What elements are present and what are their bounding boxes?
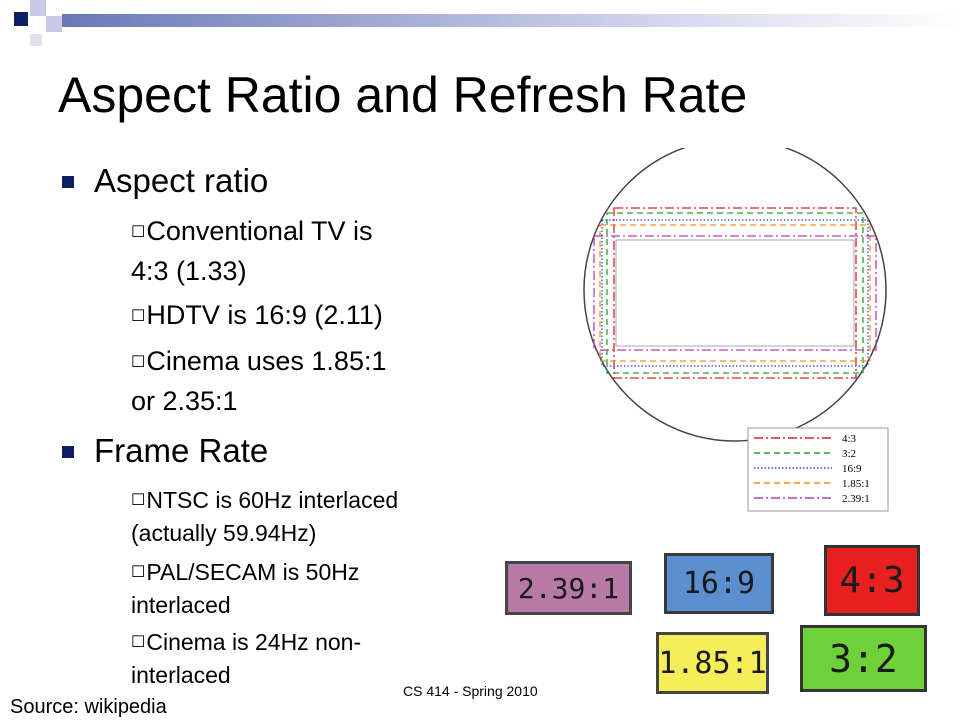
checkbox-glyph-icon: ☐ bbox=[131, 354, 146, 371]
corner-square-dark bbox=[14, 12, 28, 26]
header-gradient-bar bbox=[62, 14, 960, 27]
checkbox-glyph-icon: ☐ bbox=[131, 634, 146, 651]
aspect-ratio-diagram: 4:3 3:2 16:9 1.85:1 2.39:1 bbox=[583, 148, 889, 512]
ratio-box-4-3: 4:3 bbox=[824, 545, 920, 616]
corner-decoration bbox=[0, 0, 960, 56]
legend-label-1-85: 1.85:1 bbox=[842, 478, 870, 490]
bullet-aspect-ratio: Aspect ratio bbox=[94, 162, 269, 199]
ratio-box-3-2: 3:2 bbox=[800, 625, 927, 692]
corner-square-light bbox=[30, 0, 46, 16]
checkbox-glyph-icon: ☐ bbox=[131, 224, 146, 241]
subitem-pal-secam: ☐PAL/SECAM is 50Hz interlaced bbox=[131, 559, 360, 618]
ratio-box-2-39: 2.39:1 bbox=[505, 561, 632, 615]
checkbox-glyph-icon: ☐ bbox=[131, 564, 146, 581]
slide-footer: CS 414 - Spring 2010 bbox=[403, 683, 538, 699]
corner-square-light bbox=[30, 34, 42, 46]
legend-label-3-2: 3:2 bbox=[842, 448, 856, 460]
source-citation: Source: wikipedia bbox=[10, 696, 167, 718]
ratio-box-16-9: 16:9 bbox=[664, 553, 774, 614]
lens-circle bbox=[583, 148, 887, 442]
bullet-marker bbox=[62, 176, 74, 188]
legend-label-2-39: 2.39:1 bbox=[842, 493, 870, 505]
checkbox-glyph-icon: ☐ bbox=[131, 308, 146, 325]
legend-label-16-9: 16:9 bbox=[842, 463, 862, 475]
frame-3-2 bbox=[606, 212, 864, 374]
frame-16-9 bbox=[601, 219, 869, 367]
bullet-marker bbox=[62, 446, 74, 458]
subitem-conventional-tv: ☐Conventional TV is 4:3 (1.33) bbox=[131, 216, 373, 286]
subitem-ntsc: ☐NTSC is 60Hz interlaced (actually 59.94… bbox=[131, 487, 399, 546]
inner-frame bbox=[615, 239, 855, 347]
corner-square-light bbox=[46, 16, 62, 32]
legend-label-4-3: 4:3 bbox=[842, 433, 857, 445]
bullet-frame-rate: Frame Rate bbox=[94, 432, 269, 469]
frame-4-3 bbox=[613, 207, 857, 379]
legend: 4:3 3:2 16:9 1.85:1 2.39:1 bbox=[747, 427, 889, 512]
subitem-hdtv: ☐HDTV is 16:9 (2.11) bbox=[131, 300, 383, 330]
subitem-cinema-rate: ☐Cinema is 24Hz non- interlaced bbox=[131, 629, 362, 688]
checkbox-glyph-icon: ☐ bbox=[131, 492, 146, 509]
frame-2-39 bbox=[593, 235, 877, 351]
slide-title: Aspect Ratio and Refresh Rate bbox=[58, 67, 748, 123]
frame-1-85 bbox=[599, 224, 871, 362]
subitem-cinema-aspect: ☐Cinema uses 1.85:1 or 2.35:1 bbox=[131, 346, 387, 416]
ratio-box-1-85: 1.85:1 bbox=[656, 632, 769, 694]
legend-box bbox=[747, 427, 889, 512]
